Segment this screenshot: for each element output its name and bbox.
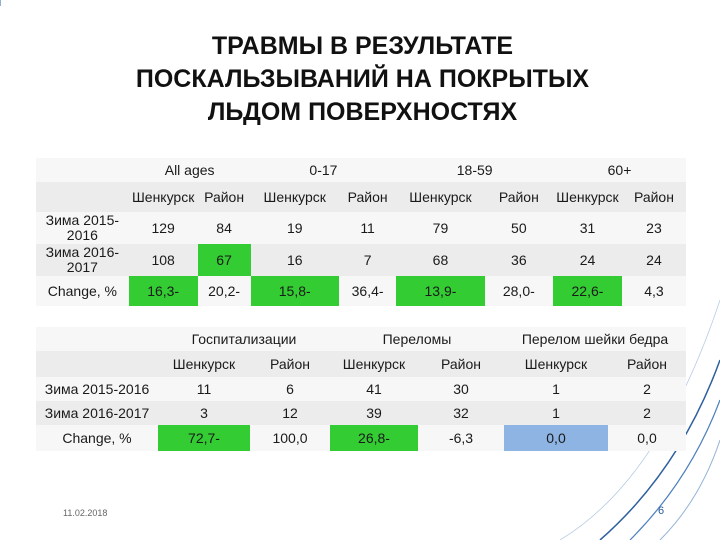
table-cell: 6 (250, 377, 330, 401)
table-cell: 67 (197, 244, 251, 276)
table-cell: 84 (197, 212, 251, 244)
column-header: Район (418, 351, 504, 377)
title-line-2: ПОСКАЛЬЗЫВАНИЙ НА ПОКРЫТЫХ (135, 65, 590, 93)
table-cell: 3 (158, 401, 250, 425)
table-cell: 39 (330, 401, 418, 425)
table-cell: 13,9- (396, 276, 485, 306)
table-cell: 7 (338, 244, 397, 276)
column-header: Район (621, 182, 686, 212)
table-cell: 108 (128, 244, 198, 276)
column-header: Район (250, 351, 330, 377)
table-cell: 11 (158, 377, 250, 401)
row-label: Зима 2015-2016 (36, 212, 129, 244)
column-header: Шенкурск (396, 182, 485, 212)
column-header: Район (197, 182, 251, 212)
table-header-row: Госпитализации Переломы Перелом шейки бе… (36, 327, 686, 351)
table-cell: 20,2- (197, 276, 251, 306)
table-cell: -6,3 (418, 425, 504, 451)
table-cell: 41 (330, 377, 418, 401)
table-cell: 50 (484, 212, 554, 244)
table-subheader-row: Шенкурск Район Шенкурск Район Шенкурск Р… (36, 351, 686, 377)
column-header: Шенкурск (158, 351, 250, 377)
row-label: Зима 2016-2017 (36, 244, 129, 276)
column-header: Шенкурск (504, 351, 608, 377)
table-cell: 22,6- (553, 276, 622, 306)
group-header: Госпитализации (158, 327, 330, 351)
table-cell: 1 (504, 377, 608, 401)
table-cell: 36,4- (338, 276, 397, 306)
table-cell: 100,0 (250, 425, 330, 451)
table-cell: 2 (608, 377, 686, 401)
row-label: Change, % (36, 276, 129, 306)
table-row: Зима 2015-2016 11 6 41 30 1 2 (36, 377, 686, 401)
table-cell: 31 (553, 212, 622, 244)
table-cell: 26,8- (330, 425, 418, 451)
injury-by-age-table: All ages 0-17 18-59 60+ Шенкурск Район Ш… (36, 158, 686, 306)
group-header: All ages (128, 158, 251, 182)
table-cell: 24 (553, 244, 622, 276)
table-row: Зима 2016- 2017 108 67 16 7 68 36 24 24 (36, 244, 686, 276)
table-row: Зима 2015- 2016 129 84 19 11 79 50 31 23 (36, 212, 686, 244)
group-header: 18-59 (396, 158, 554, 182)
table-cell: 16 (250, 244, 339, 276)
table-cell: 12 (250, 401, 330, 425)
table-cell: 28,0- (484, 276, 554, 306)
group-header: 0-17 (250, 158, 397, 182)
table-cell: 72,7- (158, 425, 250, 451)
column-header: Шенкурск (330, 351, 418, 377)
table-row: Change, % 72,7- 100,0 26,8- -6,3 0,0 0,0 (36, 425, 686, 451)
table-cell: 24 (621, 244, 686, 276)
table-cell: 4,3 (621, 276, 686, 306)
table-cell: 1 (504, 401, 608, 425)
page-number: 6 (658, 505, 665, 517)
table-row: Зима 2016-2017 3 12 39 32 1 2 (36, 401, 686, 425)
slide-date: 11.02.2018 (63, 508, 108, 518)
table-row: Change, % 16,3- 20,2- 15,8- 36,4- 13,9- … (36, 276, 686, 306)
title-line-3: ЛЬДОМ ПОВЕРХНОСТЯХ (207, 98, 518, 126)
table-cell: 36 (484, 244, 554, 276)
column-header: Шенкурск (250, 182, 339, 212)
table-cell: 79 (396, 212, 485, 244)
table-cell: 23 (621, 212, 686, 244)
table-cell: 15,8- (250, 276, 339, 306)
column-header: Район (484, 182, 554, 212)
group-header: Перелом шейки бедра (504, 327, 686, 351)
group-header: Переломы (330, 327, 504, 351)
table-header-row: All ages 0-17 18-59 60+ (36, 158, 686, 182)
table-cell: 19 (250, 212, 339, 244)
slide-title: ТРАВМЫ В РЕЗУЛЬТАТЕ ПОСКАЛЬЗЫВАНИЙ НА ПО… (90, 30, 635, 129)
table-cell: 11 (338, 212, 397, 244)
row-label: Change, % (36, 425, 158, 451)
title-line-1: ТРАВМЫ В РЕЗУЛЬТАТЕ (211, 32, 514, 60)
table-cell: 2 (608, 401, 686, 425)
row-label: Зима 2016-2017 (36, 401, 158, 425)
table-cell: 0,0 (504, 425, 608, 451)
table-cell: 32 (418, 401, 504, 425)
table-subheader-row: Шенкурск Район Шенкурск Район Шенкурск Р… (36, 182, 686, 212)
column-header: Район (338, 182, 397, 212)
column-header: Шенкурск (128, 182, 198, 212)
column-header: Шенкурск (553, 182, 622, 212)
row-label: Зима 2015-2016 (36, 377, 158, 401)
table-cell: 16,3- (128, 276, 198, 306)
column-header: Район (608, 351, 686, 377)
table-cell: 129 (128, 212, 198, 244)
group-header: 60+ (553, 158, 686, 182)
table-cell: 68 (396, 244, 485, 276)
table-cell: 30 (418, 377, 504, 401)
table-cell: 0,0 (608, 425, 686, 451)
injury-type-table: Госпитализации Переломы Перелом шейки бе… (36, 327, 686, 451)
